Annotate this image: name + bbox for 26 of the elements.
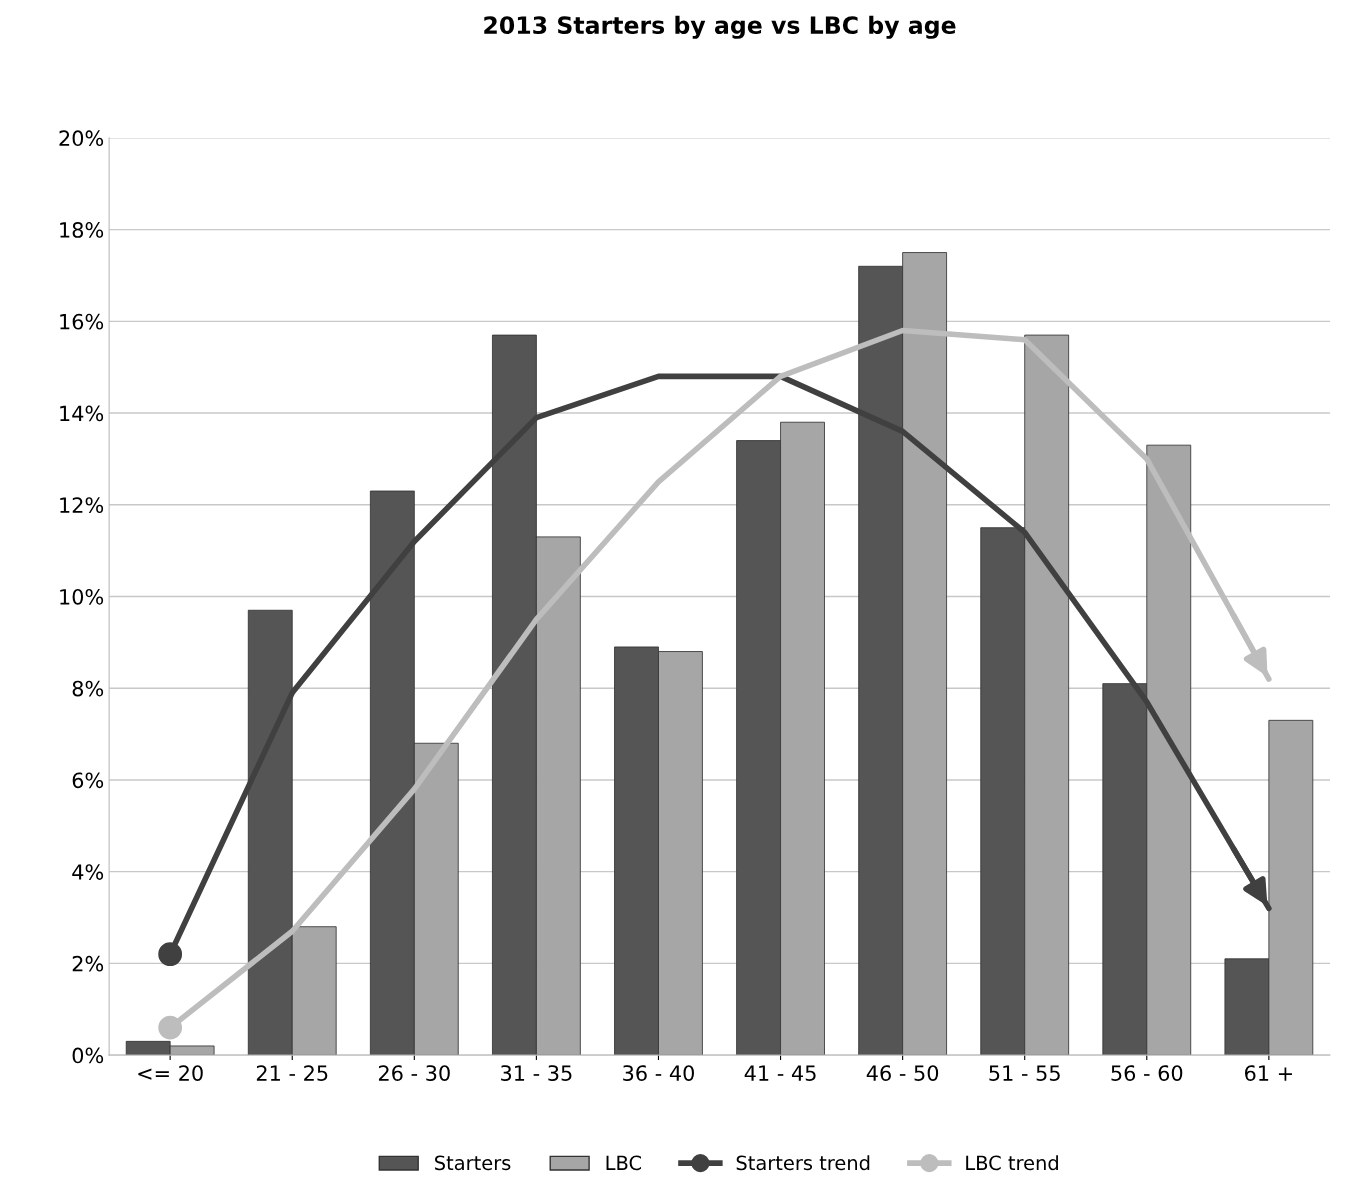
x-tick-label: 51 - 55: [989, 1065, 1060, 1081]
x-tick-label: 36 - 40: [623, 1065, 694, 1081]
y-tick-label: 10%: [60, 588, 104, 605]
y-tick-label: 18%: [60, 222, 104, 238]
y-tick-label: 2%: [72, 955, 104, 972]
legend-label: LBC trend: [966, 1155, 1058, 1171]
x-tick-label: 61 +: [1245, 1065, 1292, 1081]
x-tick-label: <= 20: [138, 1065, 203, 1081]
chart-title: 2013 Starters by age vs LBC by age: [484, 15, 956, 39]
y-tick-label: 4%: [72, 864, 104, 880]
x-tick-label: 46 - 50: [866, 1065, 939, 1081]
legend-label: Starters trend: [736, 1155, 870, 1171]
legend-label: LBC: [606, 1155, 642, 1171]
x-tick-label: 26 - 30: [378, 1065, 450, 1081]
y-tick-label: 8%: [72, 680, 104, 697]
x-tick-label: 41 - 45: [744, 1065, 816, 1081]
y-tick-label: 6%: [72, 772, 104, 789]
y-tick-label: 14%: [60, 405, 104, 422]
x-tick-label: 56 - 60: [1111, 1065, 1183, 1081]
y-tick-label: 12%: [60, 497, 104, 513]
x-tick-label: 21 - 25: [256, 1065, 328, 1081]
y-tick-label: 0%: [72, 1047, 104, 1064]
y-tick-label: 20%: [59, 130, 104, 147]
legend-label: Starters: [435, 1155, 511, 1171]
y-tick-label: 16%: [60, 313, 104, 330]
x-tick-label: 31 - 35: [501, 1065, 572, 1081]
